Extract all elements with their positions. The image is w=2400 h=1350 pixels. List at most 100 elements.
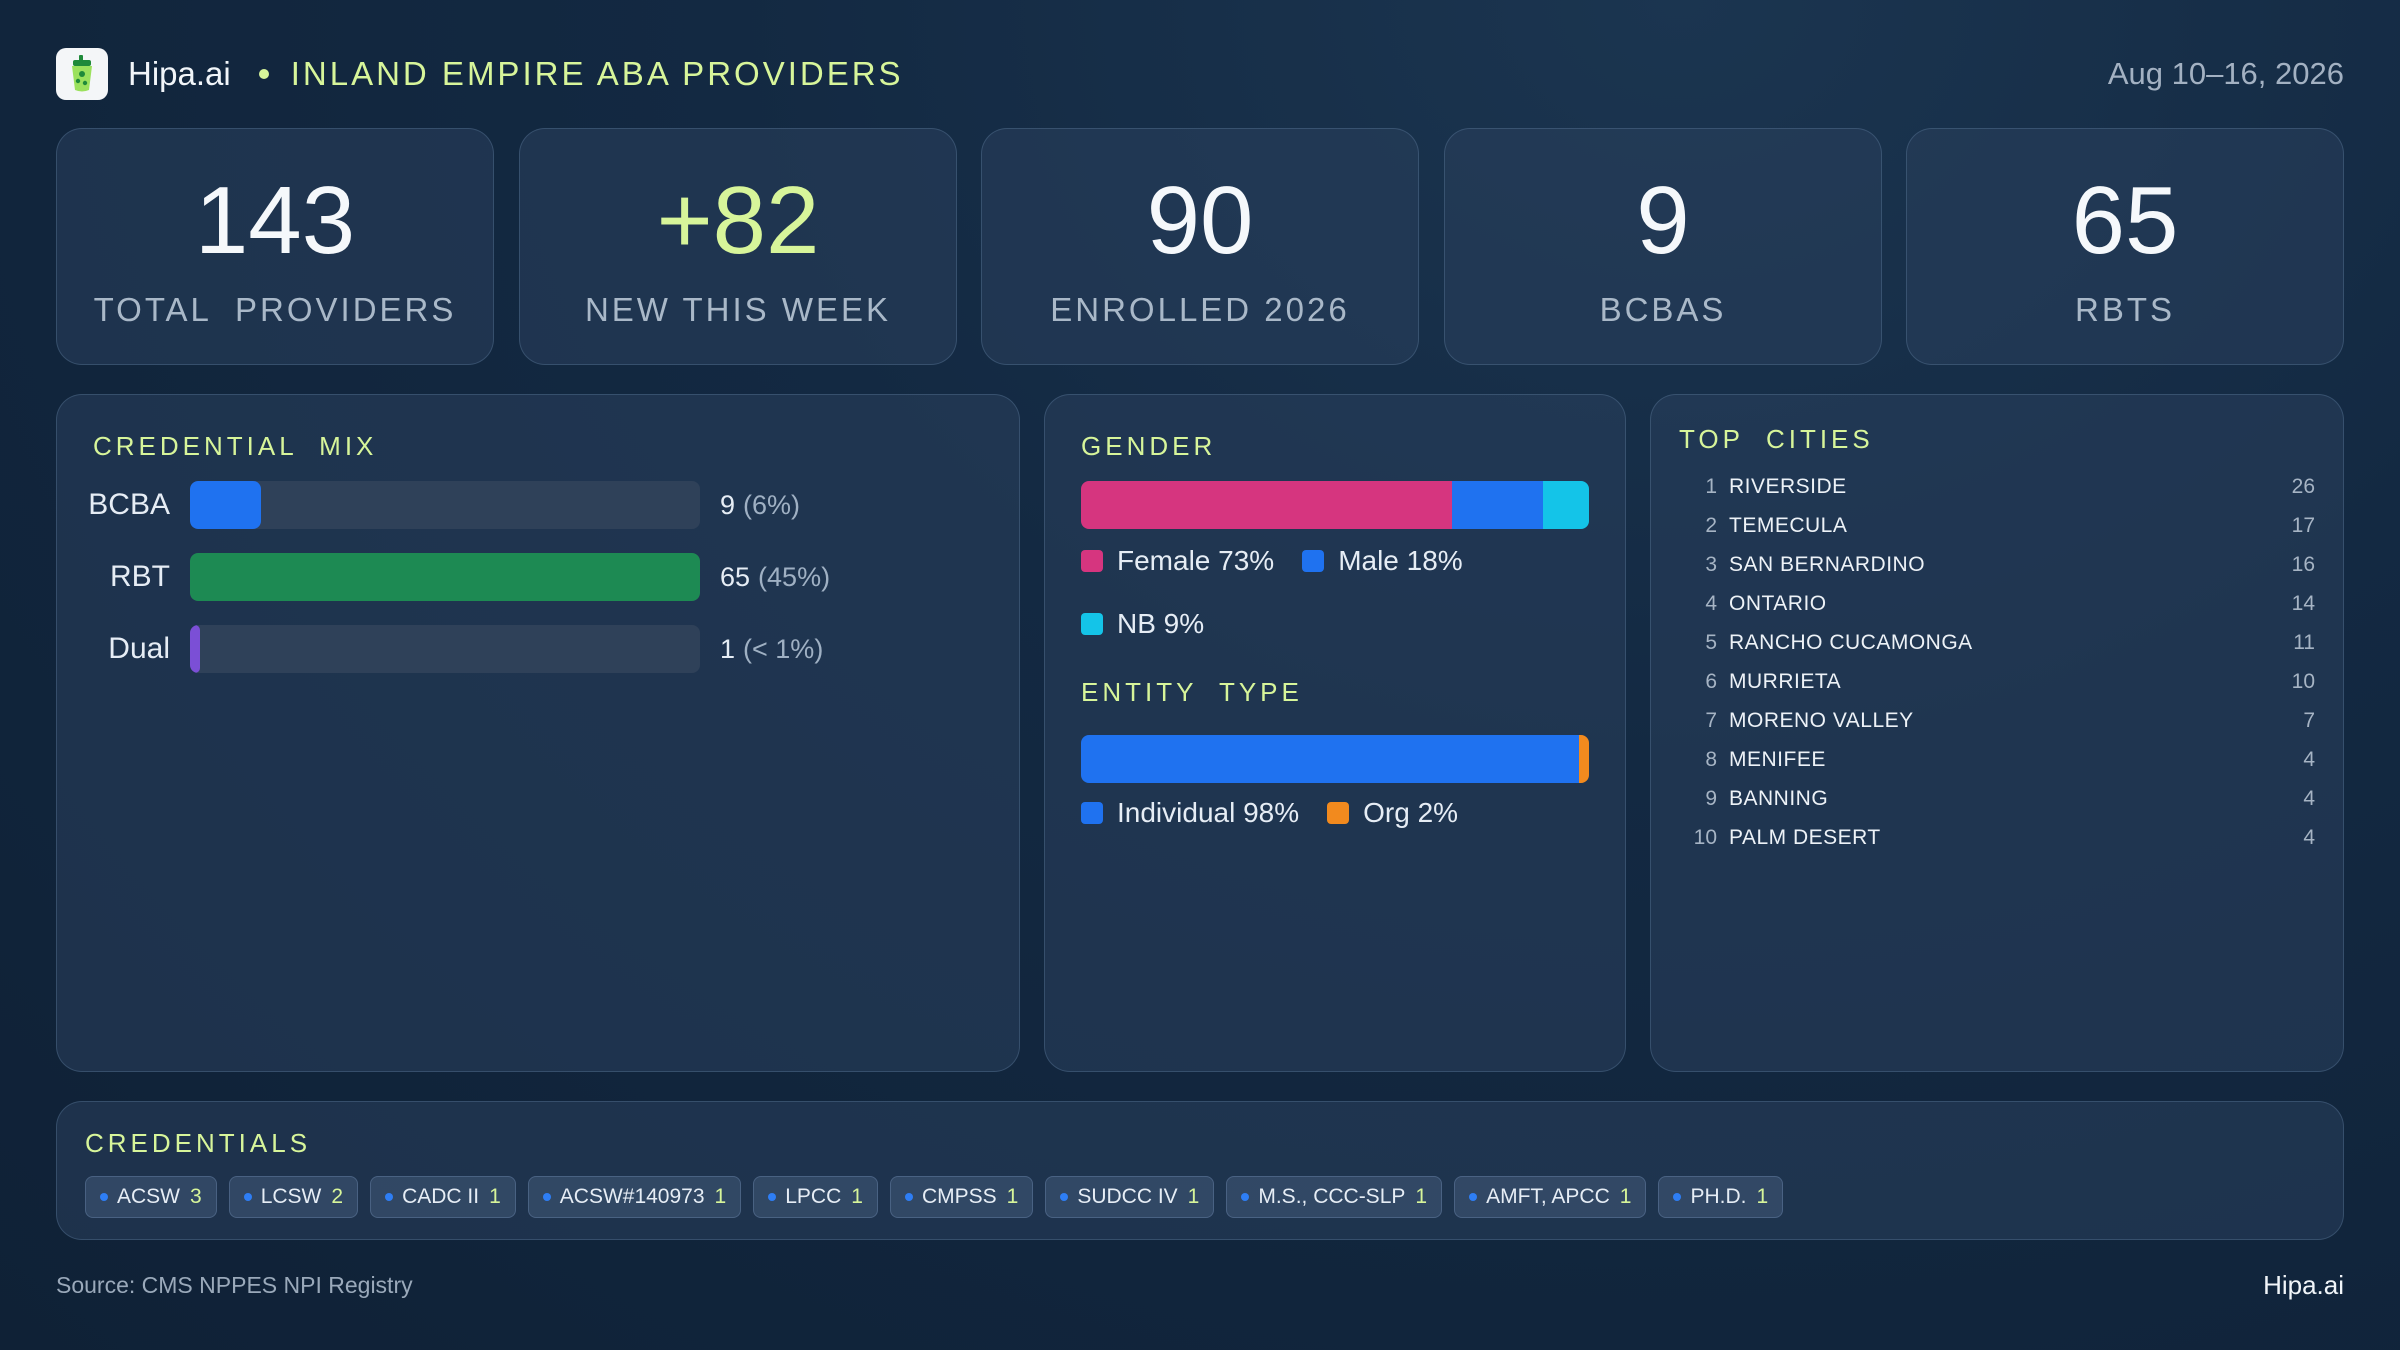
credential-mix-bar	[190, 481, 262, 529]
city-row: 7 MORENO VALLEY 7	[1679, 701, 2315, 740]
credential-mix-label: RBT	[110, 560, 170, 593]
city-row: 4 ONTARIO 14	[1679, 584, 2315, 623]
chip-count: 1	[714, 1185, 727, 1208]
credential-mix-row: Dual 1 (< 1%)	[57, 624, 823, 674]
chip-count: 1	[489, 1185, 501, 1208]
section-title: CREDENTIALS	[85, 1128, 312, 1158]
credential-mix-label: BCBA	[88, 488, 170, 521]
brand-name: Hipa.ai	[128, 55, 231, 92]
cup-icon	[56, 48, 108, 100]
kpi-label: ENROLLED 2026	[1050, 291, 1350, 328]
credential-chip: LCSW 2	[228, 1176, 359, 1218]
chip-label: M.S., CCC-SLP	[1258, 1185, 1406, 1208]
city-name: RIVERSIDE	[1729, 474, 1847, 498]
legend-item: Org 2%	[1327, 797, 1458, 829]
city-rank: 4	[1705, 591, 1717, 615]
section-title: CREDENTIAL MIX	[93, 431, 378, 461]
kpi-value: 9	[1636, 167, 1690, 274]
gender-legend: NB 9%	[1081, 608, 1232, 640]
credential-mix-count: 65	[720, 561, 751, 592]
chip-dot	[1673, 1193, 1682, 1201]
city-rank: 6	[1705, 669, 1717, 693]
city-name: PALM DESERT	[1729, 825, 1881, 849]
city-count: 11	[2293, 630, 2315, 654]
kpi-card-bcbas: 9 BCBAS	[1444, 128, 1882, 365]
credential-mix-value: 9 (6%)	[720, 490, 800, 521]
credential-mix-count: 1	[720, 633, 736, 664]
credential-mix-value: 1 (< 1%)	[720, 634, 823, 665]
credential-mix-row: BCBA 9 (6%)	[57, 480, 800, 530]
date-range: Aug 10–16, 2026	[2107, 56, 2344, 91]
city-name: ONTARIO	[1729, 591, 1827, 615]
city-count: 4	[2303, 786, 2315, 810]
section-title: GENDER	[1081, 431, 1217, 461]
city-rank: 8	[1705, 747, 1717, 771]
credentials-panel: CREDENTIALS ACSW 3 LCSW 2 CADC II 1 ACSW#14097…	[56, 1101, 2344, 1240]
legend-swatch	[1327, 802, 1350, 824]
city-name: MENIFEE	[1729, 747, 1826, 771]
gender-entity-panel: GENDER Female 73% Male 18% NB 9% ENTITY T…	[1044, 394, 1626, 1072]
chip-label: LCSW	[260, 1185, 322, 1208]
stacked-bar-segment	[1578, 735, 1589, 783]
section-title: ENTITY TYPE	[1081, 677, 1303, 707]
credential-mix-panel: CREDENTIAL MIX BCBA 9 (6%) RBT 65 (45%) Dual 1(…	[56, 394, 1020, 1072]
chip-count: 1	[1756, 1185, 1769, 1208]
page-title: INLAND EMPIRE ABA PROVIDERS	[290, 55, 904, 92]
chip-count: 1	[1415, 1185, 1428, 1208]
kpi-label: RBTS	[2074, 291, 2175, 328]
city-row: 9 BANNING 4	[1679, 779, 2315, 818]
legend-label: NB 9%	[1117, 608, 1205, 639]
legend-swatch	[1302, 550, 1325, 572]
credential-mix-track	[190, 481, 700, 529]
city-name: MORENO VALLEY	[1729, 708, 1914, 732]
chip-dot	[768, 1193, 777, 1201]
city-rank: 7	[1705, 708, 1717, 732]
legend-swatch	[1081, 613, 1103, 635]
chip-label: CMPSS	[921, 1185, 997, 1208]
chip-count: 2	[331, 1185, 344, 1208]
credential-mix-count: 9	[720, 489, 736, 520]
chip-label: LPCC	[785, 1185, 842, 1208]
credential-mix-bar	[190, 553, 700, 601]
kpi-value: +82	[656, 167, 820, 274]
credential-mix-bar	[190, 625, 201, 673]
source-note: Source: CMS NPPES NPI Registry	[56, 1272, 413, 1298]
gender-stacked-bar	[1081, 481, 1589, 529]
gender-legend: Female 73% Male 18%	[1081, 545, 1491, 577]
entity-stacked-bar	[1081, 735, 1589, 783]
city-rank: 10	[1693, 825, 1717, 849]
city-count: 7	[2303, 708, 2315, 732]
credential-mix-percent: (6%)	[743, 489, 801, 520]
chip-dot	[385, 1193, 394, 1201]
legend-label: Female 73%	[1117, 545, 1275, 576]
credential-chip: CADC II 1	[370, 1176, 516, 1218]
kpi-card-total-providers: 143 TOTAL PROVIDERS	[56, 128, 494, 365]
chip-count: 1	[851, 1185, 863, 1208]
credential-mix-percent: (45%)	[758, 561, 831, 592]
city-row: 10 PALM DESERT 4	[1679, 818, 2315, 857]
chip-dot	[904, 1193, 913, 1201]
city-name: BANNING	[1729, 786, 1829, 810]
city-name: TEMECULA	[1729, 513, 1848, 537]
chip-label: SUDCC IV	[1077, 1185, 1178, 1208]
city-count: 26	[2291, 474, 2315, 498]
legend-item: NB 9%	[1081, 608, 1204, 640]
credential-chip: SUDCC IV 1	[1045, 1176, 1215, 1218]
footer-brand: Hipa.ai	[2263, 1270, 2344, 1300]
chip-label: ACSW	[117, 1185, 180, 1208]
city-row: 1 RIVERSIDE 26	[1679, 467, 2315, 506]
legend-swatch	[1081, 550, 1103, 572]
city-count: 10	[2291, 669, 2315, 693]
city-row: 6 MURRIETA 10	[1679, 662, 2315, 701]
credential-chip: CMPSS 1	[889, 1176, 1034, 1218]
credential-chip: M.S., CCC-SLP 1	[1226, 1176, 1443, 1218]
city-count: 16	[2291, 552, 2315, 576]
credential-chip: PH.D. 1	[1658, 1176, 1784, 1218]
kpi-label: TOTAL PROVIDERS	[93, 291, 457, 328]
separator-dot	[258, 69, 269, 79]
legend-label: Individual 98%	[1117, 797, 1300, 828]
chip-dot	[243, 1193, 252, 1201]
city-name: RANCHO CUCAMONGA	[1729, 630, 1973, 654]
chip-label: CADC II	[402, 1185, 480, 1208]
city-rank: 1	[1705, 474, 1717, 498]
